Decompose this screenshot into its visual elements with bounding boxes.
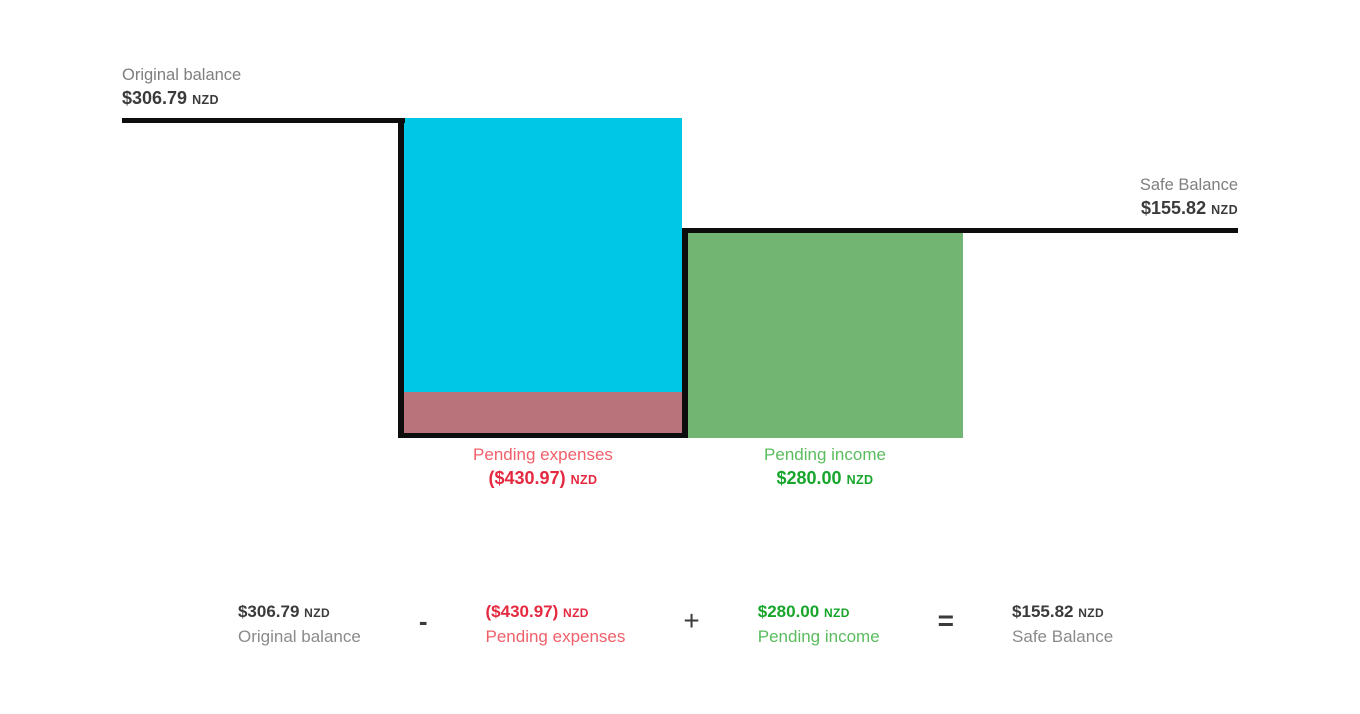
currency-code: NZD	[563, 606, 589, 620]
pending-expenses-amount: ($430.97) NZD	[488, 468, 598, 488]
equation-income-label: Pending income	[757, 627, 880, 646]
original-balance-annotation: Original balance $306.79 NZD	[122, 64, 241, 112]
equation-expenses-amount: ($430.97) NZD	[485, 602, 589, 621]
equation-term-safe-balance: $155.82 NZD Safe Balance	[1012, 600, 1122, 648]
safe-balance-annotation: Safe Balance $155.82 NZD	[938, 174, 1238, 222]
currency-code: NZD	[846, 473, 874, 487]
safe-balance-line	[682, 228, 1238, 233]
currency-code: NZD	[1078, 606, 1105, 620]
pending-income-label: Pending income	[764, 445, 886, 464]
pending-expenses-bar	[404, 118, 682, 392]
pending-income-bar	[688, 233, 963, 438]
equation-income-amount: $280.00 NZD	[757, 602, 850, 621]
equation-safe-amount: $155.82 NZD	[1012, 602, 1105, 621]
expense-drop-line	[398, 118, 404, 438]
equation-term-pending-income: $280.00 NZD Pending income	[758, 600, 880, 648]
pending-income-amount: $280.00 NZD	[776, 468, 874, 488]
equation-safe-label: Safe Balance	[1012, 627, 1114, 646]
balance-equation: $306.79 NZD Original balance - ($430.97)…	[0, 600, 1360, 648]
currency-code: NZD	[304, 606, 331, 620]
currency-code: NZD	[823, 606, 850, 620]
original-balance-amount: $306.79 NZD	[122, 88, 219, 108]
pending-expenses-label: Pending expenses	[473, 445, 613, 464]
currency-code: NZD	[570, 473, 598, 487]
equals-operator: =	[937, 605, 955, 636]
equation-term-pending-expenses: ($430.97) NZD Pending expenses	[486, 600, 626, 648]
equation-original-label: Original balance	[237, 627, 361, 646]
equation-term-original-balance: $306.79 NZD Original balance	[238, 600, 361, 648]
plus-operator: +	[683, 605, 700, 636]
equation-original-amount: $306.79 NZD	[237, 602, 331, 621]
equation-expenses-label: Pending expenses	[485, 627, 626, 646]
income-rise-line	[682, 228, 688, 438]
safe-balance-label: Safe Balance	[1139, 176, 1238, 194]
expenses-overdraft-strip	[404, 392, 682, 433]
currency-code: NZD	[192, 93, 219, 107]
original-balance-line	[122, 118, 405, 123]
minus-operator: -	[418, 605, 428, 636]
pending-expenses-annotation: Pending expenses ($430.97) NZD	[403, 444, 683, 492]
lowest-balance-line	[398, 433, 688, 438]
pending-income-annotation: Pending income $280.00 NZD	[685, 444, 965, 492]
currency-code: NZD	[1211, 203, 1238, 217]
safe-balance-amount: $155.82 NZD	[1141, 198, 1238, 218]
original-balance-label: Original balance	[122, 66, 242, 84]
